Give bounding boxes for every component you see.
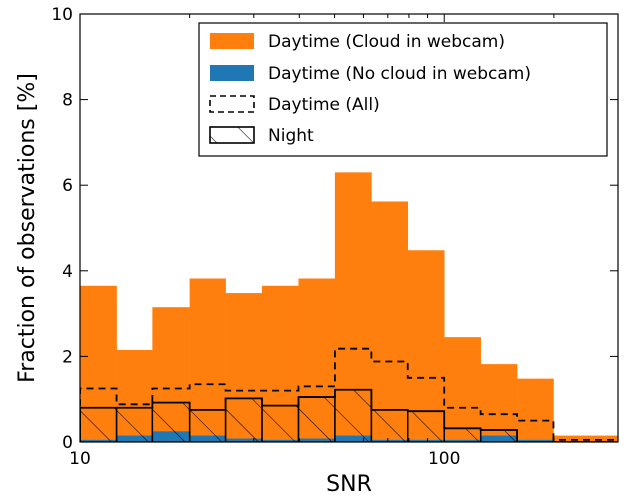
y-axis-ticks: 0 2 4 6 8 10 <box>51 5 618 453</box>
night-step-line <box>80 388 618 442</box>
cloud-bar-8 <box>371 201 409 442</box>
night-bar-0 <box>80 407 118 442</box>
night-bar-4 <box>224 397 263 442</box>
night-bar-1 <box>115 407 154 442</box>
night-bar-2 <box>151 401 191 442</box>
series-night-outline <box>80 388 618 442</box>
legend-swatch-night <box>209 126 255 144</box>
legend-swatch-no-cloud <box>210 65 254 81</box>
night-bar-6 <box>297 396 336 442</box>
y-tick-label-8: 8 <box>62 91 73 111</box>
night-bar-5 <box>261 404 300 442</box>
legend-swatch-cloud <box>210 33 254 49</box>
legend-label-no-cloud: Daytime (No cloud in webcam) <box>268 64 531 84</box>
night-bar-3 <box>188 409 227 442</box>
legend-label-cloud: Daytime (Cloud in webcam) <box>268 32 505 52</box>
x-tick-label-100: 100 <box>428 449 460 469</box>
x-axis-title: SNR <box>326 472 372 497</box>
x-axis-ticks: 10 100 <box>69 14 619 469</box>
no-cloud-bar-12 <box>517 439 554 442</box>
legend-frame <box>198 22 608 157</box>
night-bar-10 <box>443 427 482 442</box>
legend-label-daytime-all: Daytime (All) <box>268 95 380 115</box>
daytime-all-step-line <box>80 347 618 442</box>
cloud-bar-12 <box>517 378 554 442</box>
legend-swatch-daytime-all <box>209 95 255 113</box>
cloud-bar-13 <box>553 435 591 442</box>
plot-frame <box>79 13 619 443</box>
y-tick-label-2: 2 <box>62 347 73 367</box>
x-tick-label-10: 10 <box>69 449 91 469</box>
y-tick-label-6: 6 <box>62 176 73 196</box>
y-tick-label-0: 0 <box>62 433 73 453</box>
legend-label-night: Night <box>268 126 314 146</box>
night-bar-7 <box>334 389 373 442</box>
cloud-bar-10 <box>444 337 481 442</box>
cloud-bar-9 <box>407 250 445 442</box>
y-axis-title: Fraction of observations [%] <box>15 73 40 383</box>
series-daytime-all-outline <box>80 347 618 442</box>
night-bar-9 <box>407 410 445 442</box>
legend: Daytime (Cloud in webcam) Daytime (No cl… <box>198 22 608 157</box>
night-bar-11 <box>479 429 518 442</box>
night-bar-8 <box>370 409 409 442</box>
y-tick-label-4: 4 <box>62 262 73 282</box>
y-tick-label-10: 10 <box>51 5 73 25</box>
cloud-bar-14 <box>589 435 618 442</box>
cloud-bar-11 <box>480 364 518 442</box>
